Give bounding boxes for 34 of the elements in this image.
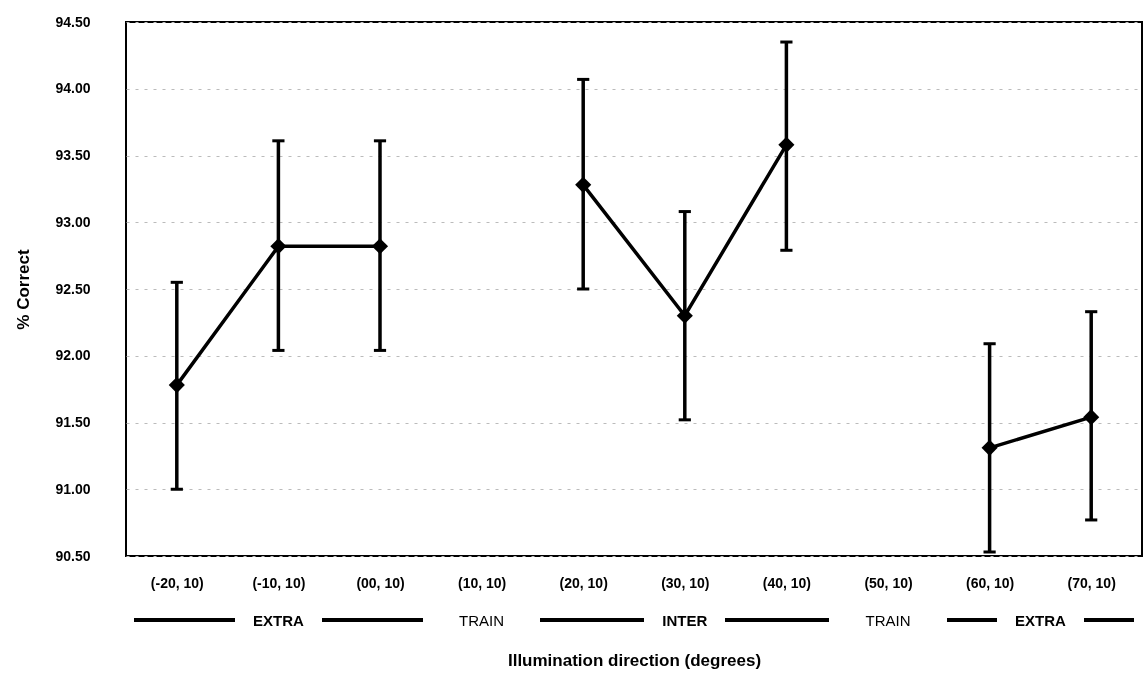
y-tick-label: 93.50: [55, 147, 91, 163]
point: [1083, 409, 1100, 426]
x-axis-title: Illumination direction (degrees): [507, 650, 762, 670]
point: [778, 136, 795, 153]
y-tick-label: 92.50: [55, 280, 91, 297]
x-tick-label: (-20, 10): [150, 574, 204, 591]
point: [270, 238, 287, 255]
text: TRAIN: [865, 611, 911, 629]
point: [981, 439, 998, 456]
point: [371, 238, 389, 255]
x-tick-label: (00, 10): [356, 574, 405, 591]
point: [168, 377, 185, 394]
text: INTER: [662, 611, 708, 629]
y-tick-label: 94.50: [55, 13, 91, 30]
x-tick-label: (70, 10): [1067, 574, 1116, 591]
y-tick-label: 91.00: [55, 480, 91, 497]
y-axis-title: % Correct: [14, 249, 34, 330]
y-tick-label: 91.50: [55, 414, 91, 430]
text: TRAIN: [459, 611, 505, 629]
x-tick-label: (30, 10): [661, 574, 710, 591]
x-tick-label: (10, 10): [457, 574, 507, 591]
y-tick-label: 92.00: [55, 347, 91, 364]
text: EXTRA: [1014, 611, 1066, 629]
y-tick-label: 93.00: [55, 213, 91, 230]
x-tick-label: (20, 10): [559, 574, 608, 591]
x-tick-label: (60, 10): [965, 574, 1015, 591]
point: [676, 307, 693, 324]
y-tick-label: 90.50: [55, 547, 91, 564]
x-tick-label: (-10, 10): [252, 574, 306, 591]
point: [575, 176, 592, 193]
text: EXTRA: [252, 611, 304, 629]
x-tick-label: (40, 10): [762, 574, 812, 591]
x-tick-label: (50, 10): [864, 574, 913, 591]
y-tick-label: 94.00: [55, 80, 91, 97]
